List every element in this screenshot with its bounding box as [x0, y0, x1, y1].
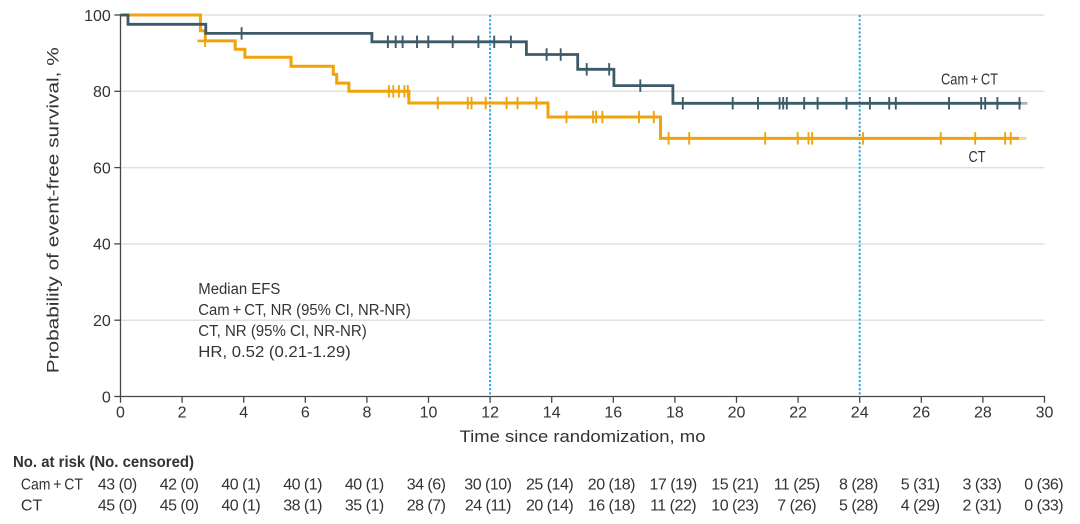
svg-text:Probability of event-free surv: Probability of event-free survival, %	[45, 47, 63, 373]
svg-text:20: 20	[728, 404, 746, 421]
svg-text:0: 0	[116, 404, 125, 421]
svg-text:28: 28	[974, 404, 992, 421]
svg-text:0: 0	[102, 389, 111, 406]
svg-text:2 (31): 2 (31)	[963, 497, 1002, 514]
svg-text:45 (0): 45 (0)	[160, 497, 199, 514]
svg-text:0 (36): 0 (36)	[1024, 477, 1063, 494]
svg-text:20: 20	[93, 313, 111, 330]
svg-text:CT: CT	[969, 149, 986, 166]
svg-text:Cam + CT, NR (95% CI, NR-NR): Cam + CT, NR (95% CI, NR-NR)	[198, 302, 410, 319]
svg-text:10 (23): 10 (23)	[711, 497, 758, 514]
svg-text:40 (1): 40 (1)	[221, 477, 260, 494]
svg-text:22: 22	[789, 404, 807, 421]
svg-text:5 (31): 5 (31)	[901, 477, 940, 494]
svg-text:6: 6	[301, 404, 310, 421]
svg-text:0 (33): 0 (33)	[1024, 497, 1063, 514]
svg-text:35 (1): 35 (1)	[345, 497, 384, 514]
svg-text:38 (1): 38 (1)	[283, 497, 322, 514]
svg-text:15 (21): 15 (21)	[711, 477, 758, 494]
svg-text:HR, 0.52 (0.21-1.29): HR, 0.52 (0.21-1.29)	[198, 344, 350, 361]
svg-text:16: 16	[604, 404, 622, 421]
svg-text:16 (18): 16 (18)	[588, 497, 635, 514]
svg-text:100: 100	[84, 8, 111, 25]
svg-text:11 (25): 11 (25)	[774, 477, 820, 494]
svg-text:10: 10	[420, 404, 438, 421]
svg-text:3 (33): 3 (33)	[963, 477, 1002, 494]
svg-text:30 (10): 30 (10)	[464, 477, 511, 494]
svg-text:42 (0): 42 (0)	[160, 477, 199, 494]
svg-text:45 (0): 45 (0)	[98, 497, 137, 514]
svg-text:28 (7): 28 (7)	[407, 497, 446, 514]
svg-text:17 (19): 17 (19)	[649, 477, 696, 494]
svg-text:12: 12	[481, 404, 499, 421]
svg-text:No. at risk (No. censored): No. at risk (No. censored)	[13, 454, 194, 471]
svg-text:5 (28): 5 (28)	[839, 497, 878, 514]
svg-text:20 (14): 20 (14)	[526, 497, 573, 514]
svg-text:20 (18): 20 (18)	[588, 477, 635, 494]
svg-text:8: 8	[362, 404, 371, 421]
svg-text:40 (1): 40 (1)	[221, 497, 260, 514]
svg-text:43 (0): 43 (0)	[98, 477, 137, 494]
svg-text:40 (1): 40 (1)	[283, 477, 322, 494]
svg-text:Cam + CT: Cam + CT	[21, 477, 83, 494]
svg-text:8 (28): 8 (28)	[839, 477, 878, 494]
svg-text:18: 18	[666, 404, 684, 421]
svg-text:2: 2	[178, 404, 187, 421]
svg-text:Time since randomization, mo: Time since randomization, mo	[460, 427, 706, 446]
svg-text:26: 26	[912, 404, 930, 421]
svg-text:60: 60	[93, 160, 111, 177]
svg-text:25 (14): 25 (14)	[526, 477, 573, 494]
svg-text:30: 30	[1036, 404, 1054, 421]
svg-text:Median EFS: Median EFS	[198, 281, 280, 298]
svg-text:40: 40	[93, 237, 111, 254]
svg-text:Cam + CT: Cam + CT	[941, 72, 998, 89]
svg-text:14: 14	[543, 404, 561, 421]
svg-text:34 (6): 34 (6)	[407, 477, 446, 494]
svg-text:11 (22): 11 (22)	[650, 497, 696, 514]
svg-text:4: 4	[239, 404, 248, 421]
svg-text:24 (11): 24 (11)	[465, 497, 511, 514]
svg-text:80: 80	[93, 84, 111, 101]
svg-text:4 (29): 4 (29)	[901, 497, 940, 514]
svg-text:CT, NR (95% CI, NR-NR): CT, NR (95% CI, NR-NR)	[198, 323, 366, 340]
svg-text:CT: CT	[21, 497, 43, 514]
svg-text:7 (26): 7 (26)	[777, 497, 816, 514]
svg-text:40 (1): 40 (1)	[345, 477, 384, 494]
svg-text:24: 24	[851, 404, 869, 421]
